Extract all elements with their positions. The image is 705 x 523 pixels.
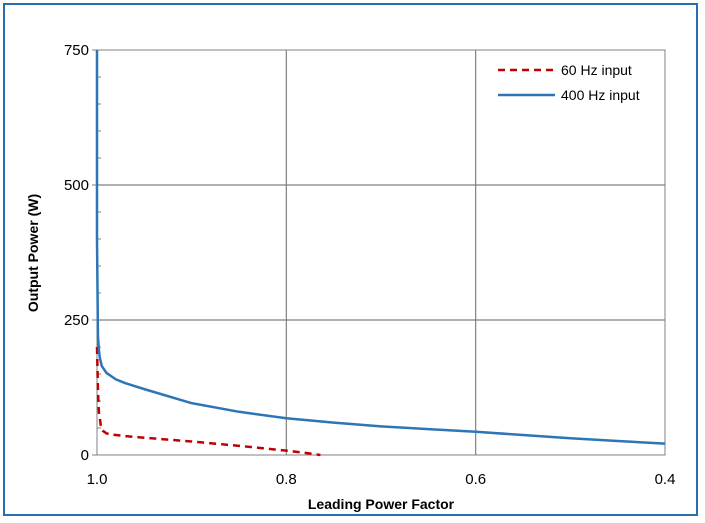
y-tick-label: 750	[64, 42, 89, 59]
x-tick-label: 0.4	[655, 471, 676, 488]
line-chart: 1.0 0.8 0.6 0.4 0 250 500 750 Leading Power Fac…	[25, 42, 675, 512]
y-tick-label: 0	[81, 447, 89, 464]
x-tick-label: 0.8	[276, 471, 297, 488]
legend-label-400hz: 400 Hz input	[561, 87, 640, 103]
chart-frame: 1.0 0.8 0.6 0.4 0 250 500 750 Leading Power Fac…	[3, 3, 698, 516]
legend: 60 Hz input 400 Hz input	[498, 62, 640, 103]
tick-labels: 1.0 0.8 0.6 0.4 0 250 500 750	[64, 42, 675, 488]
x-axis-title: Leading Power Factor	[308, 496, 455, 512]
plot-area	[96, 49, 666, 456]
y-axis-title: Output Power (W)	[25, 194, 41, 312]
x-tick-label: 1.0	[87, 471, 108, 488]
series-400hz-line	[95, 50, 666, 445]
y-tick-label: 500	[64, 177, 89, 194]
x-tick-label: 0.6	[465, 471, 486, 488]
series-lines	[95, 50, 666, 457]
series-60hz-line	[95, 346, 321, 457]
legend-label-60hz: 60 Hz input	[561, 62, 632, 78]
y-tick-label: 250	[64, 312, 89, 329]
